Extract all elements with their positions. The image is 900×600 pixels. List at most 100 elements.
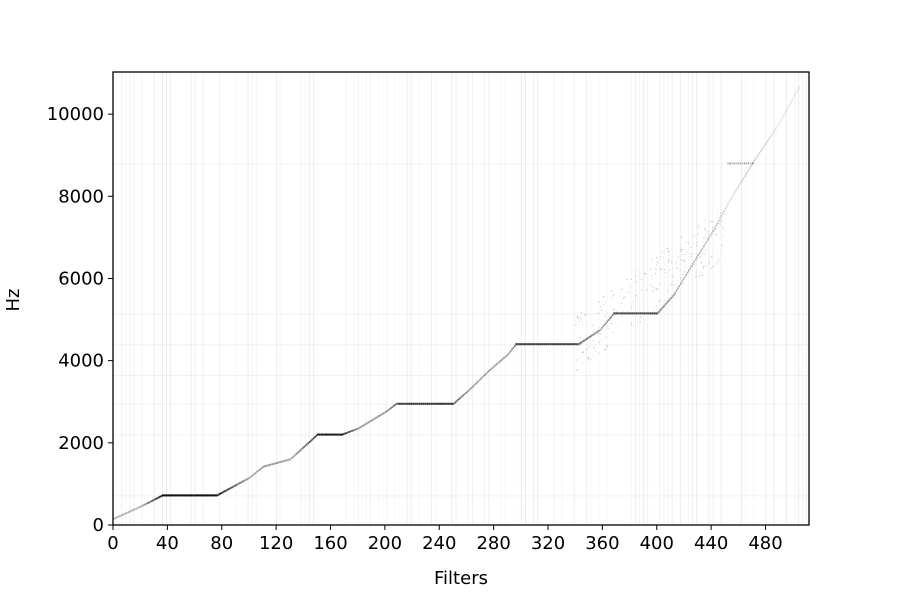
- background-streak: [671, 72, 673, 525]
- background-streak: [500, 72, 501, 525]
- ridge-cell: [722, 212, 724, 215]
- ridge-cell: [571, 343, 573, 346]
- ridge-cell: [743, 175, 746, 178]
- ridge-cell: [137, 506, 140, 509]
- band-cell: [435, 402, 437, 405]
- ridge-cell: [367, 421, 369, 424]
- background-streak: [635, 72, 636, 525]
- ridge-cell: [462, 394, 464, 397]
- noise-cell: [681, 273, 683, 275]
- ridge-cell: [357, 427, 360, 430]
- band-cell: [625, 312, 627, 315]
- noise-cell: [611, 323, 613, 324]
- ridge-cell: [575, 343, 577, 346]
- noise-cell: [697, 233, 699, 235]
- noise-cell: [654, 287, 655, 289]
- ridge-cell: [579, 342, 581, 345]
- band-cell: [517, 343, 519, 346]
- x-tick-label: 80: [210, 533, 233, 554]
- ridge-cell: [413, 402, 415, 405]
- noise-cell: [619, 295, 621, 297]
- noise-cell: [581, 352, 583, 353]
- ridge-cell: [138, 506, 141, 509]
- noise-cell: [612, 331, 614, 333]
- ridge-cell: [671, 295, 674, 298]
- ridge-cell: [448, 402, 451, 405]
- ridge-cell: [277, 461, 280, 464]
- band-cell: [633, 312, 635, 315]
- background-streak: [280, 72, 281, 525]
- band-cell: [418, 402, 421, 405]
- ridge-cell: [454, 401, 456, 404]
- ridge-cell: [254, 472, 256, 475]
- ridge-cell: [300, 448, 303, 451]
- band-cell: [741, 162, 743, 165]
- background-streak: [553, 72, 555, 525]
- ridge-cell: [689, 267, 691, 270]
- ridge-cell: [492, 366, 494, 369]
- ridge-cell: [425, 402, 428, 405]
- background-streak: [369, 72, 371, 525]
- ridge-cell: [674, 291, 676, 294]
- ridge-cell: [766, 139, 769, 142]
- ridge-cell: [278, 461, 281, 464]
- x-axis-label: Filters: [434, 568, 488, 589]
- ridge-cell: [582, 340, 584, 343]
- ridge-cell: [739, 182, 742, 185]
- noise-cell: [580, 344, 582, 346]
- band-cell: [406, 402, 408, 405]
- background-streak: [798, 72, 800, 525]
- ridge-cell: [270, 463, 273, 466]
- ridge-cell: [393, 404, 395, 407]
- background-streak: [386, 72, 388, 525]
- y-tick-label: 10000: [47, 104, 104, 125]
- background-streak: [247, 72, 249, 525]
- noise-cell: [609, 317, 611, 319]
- noise-cell: [679, 270, 681, 271]
- noise-cell: [577, 369, 579, 370]
- ridge-cell: [751, 162, 754, 165]
- ridge-cell: [151, 500, 153, 502]
- ridge-cell: [666, 301, 668, 304]
- ridge-cell: [788, 104, 791, 107]
- band-cell: [437, 402, 439, 405]
- ridge-cell: [259, 467, 262, 470]
- band-cell: [656, 312, 658, 315]
- background-streak: [357, 72, 359, 525]
- ridge-cell: [792, 96, 795, 99]
- noise-cell: [624, 296, 626, 298]
- background-streak: [765, 72, 767, 525]
- ridge-cell: [637, 312, 640, 315]
- background-streak: [467, 72, 469, 525]
- band-cell: [519, 343, 521, 346]
- noise-cell: [704, 235, 706, 237]
- noise-cell: [595, 350, 597, 352]
- ridge-cell: [395, 402, 398, 405]
- noise-cell: [599, 305, 601, 307]
- ridge-cell: [580, 341, 583, 344]
- ridge-cell: [533, 343, 535, 346]
- band-cell: [402, 402, 404, 405]
- ridge-cell: [442, 402, 444, 405]
- noise-cell: [655, 273, 657, 275]
- background-streak: [406, 72, 408, 525]
- ridge-cell: [711, 232, 713, 235]
- noise-cell: [685, 260, 687, 262]
- band-cell: [414, 402, 417, 405]
- noise-cell: [626, 278, 628, 280]
- ridge-cell: [268, 464, 270, 467]
- noise-cell: [581, 362, 583, 364]
- band-cell: [416, 402, 419, 405]
- background-streak: [455, 72, 457, 525]
- noise-cell: [613, 293, 615, 295]
- noise-cell: [695, 276, 697, 277]
- ridge-cell: [374, 417, 376, 420]
- background-streak: [753, 72, 754, 525]
- ridge-cell: [217, 493, 220, 496]
- background-streak: [161, 72, 163, 525]
- band-cell: [743, 162, 746, 165]
- ridge-cell: [658, 310, 660, 313]
- plot-area: [112, 71, 810, 526]
- noise-cell: [604, 336, 606, 338]
